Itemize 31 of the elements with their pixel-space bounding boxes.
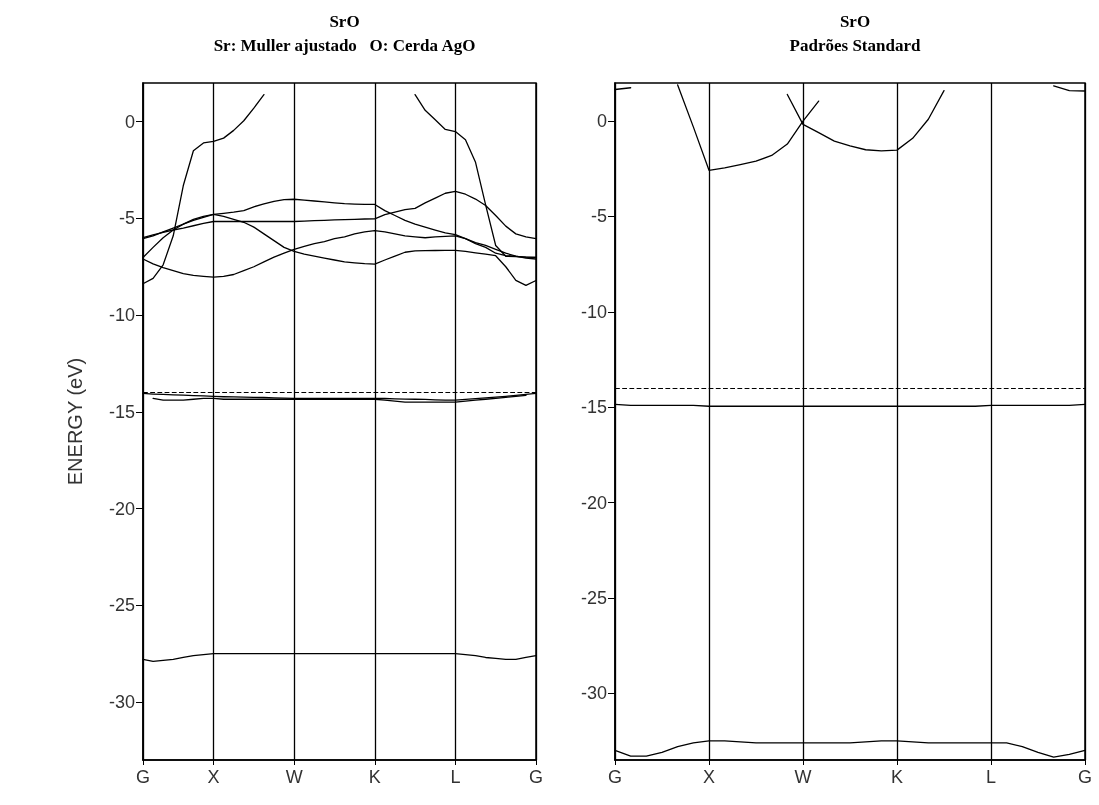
x-tick-label: G bbox=[135, 767, 151, 787]
y-tick-label: -30 bbox=[580, 683, 607, 704]
chart-title: SrO bbox=[329, 12, 360, 31]
y-tick-label: -30 bbox=[108, 691, 135, 712]
x-tick-label: K bbox=[368, 767, 381, 787]
x-tick-label: G bbox=[528, 767, 544, 787]
x-tick-label: W bbox=[285, 767, 303, 787]
x-tick-label: L bbox=[985, 767, 997, 787]
x-tick-label: G bbox=[1077, 767, 1093, 787]
x-tick-label: X bbox=[207, 767, 220, 787]
y-tick-label: -20 bbox=[580, 492, 607, 513]
x-tick-label: W bbox=[794, 767, 812, 787]
x-tick-label: K bbox=[890, 767, 904, 787]
y-tick-label: -5 bbox=[590, 206, 607, 227]
chart-title: SrO bbox=[839, 12, 871, 31]
y-axis-title: ENERGY (eV) bbox=[64, 357, 86, 486]
chart-subtitle: Sr: Muller ajustado O: Cerda AgO bbox=[213, 36, 476, 55]
x-tick-label: L bbox=[450, 767, 461, 787]
y-tick-label: 0 bbox=[596, 111, 607, 132]
y-tick-label: 0 bbox=[124, 111, 135, 132]
y-tick-label: -25 bbox=[108, 595, 135, 616]
y-tick-label: -10 bbox=[580, 301, 607, 322]
x-tick-label: G bbox=[607, 767, 623, 787]
y-tick-label: -10 bbox=[108, 305, 135, 326]
chart-subtitle: Padrões Standard bbox=[789, 36, 921, 55]
y-tick-label: -15 bbox=[580, 397, 607, 418]
x-tick-label: X bbox=[702, 767, 716, 787]
y-tick-label: -20 bbox=[108, 498, 135, 519]
y-tick-label: -15 bbox=[108, 401, 135, 422]
y-tick-label: -5 bbox=[118, 208, 135, 229]
y-tick-label: -25 bbox=[580, 587, 607, 608]
